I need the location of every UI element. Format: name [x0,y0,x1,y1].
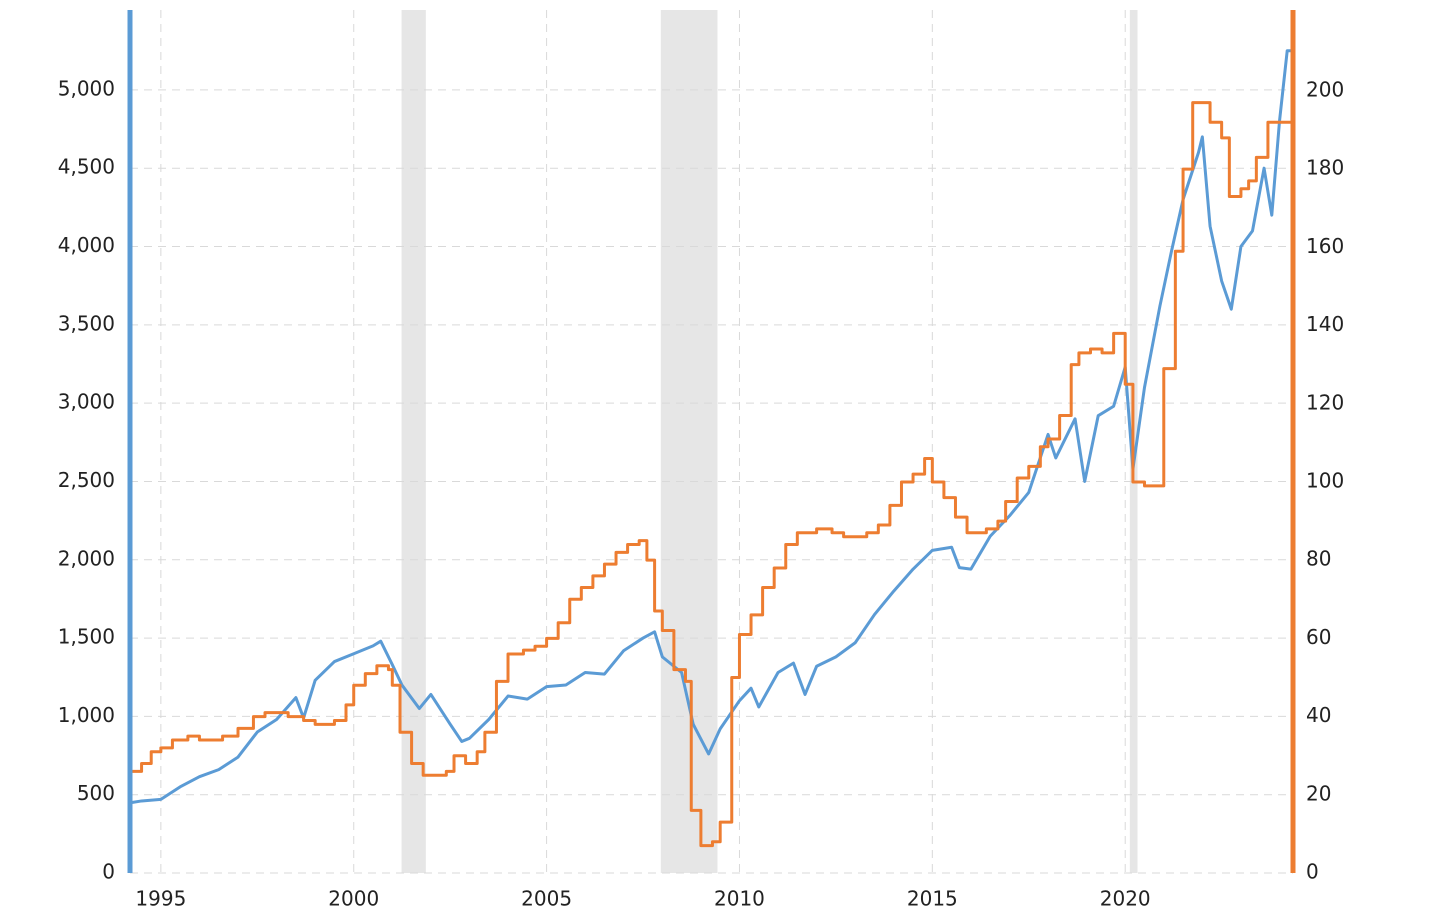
x-tick-label: 1995 [135,887,186,911]
y2-tick-label: 60 [1306,625,1331,649]
series-line [131,49,1292,804]
x-tick-label: 2005 [521,887,572,911]
y-tick-label: 3,500 [58,311,115,335]
y-tick-label: 1,500 [58,625,115,649]
y2-tick-label: 20 [1306,781,1331,805]
y2-tick-label: 40 [1306,703,1331,727]
y2-tick-label: 140 [1306,312,1344,336]
y-tick-label: 4,500 [58,155,115,179]
recession-band [660,10,718,873]
y2-tick-label: 100 [1306,468,1344,492]
y2-tick-label: 160 [1306,234,1344,258]
y-tick-label: 2,500 [58,468,115,492]
y2-tick-label: 200 [1306,77,1344,101]
y-tick-label: 5,000 [58,76,115,100]
y-tick-label: 0 [102,860,115,884]
x-tick-label: 2020 [1100,887,1151,911]
y-tick-label: 2,000 [58,546,115,570]
y-tick-label: 4,000 [58,233,115,257]
series-line [131,101,1292,848]
recession-band [401,10,426,873]
x-tick-label: 2010 [714,887,765,911]
x-tick-label: 2015 [907,887,958,911]
y-tick-label: 500 [77,781,115,805]
y2-tick-label: 120 [1306,390,1344,414]
y2-tick-label: 0 [1306,860,1319,884]
y-tick-label: 1,000 [58,703,115,727]
y-tick-label: 3,000 [58,390,115,414]
x-tick-label: 2000 [328,887,379,911]
y2-tick-label: 180 [1306,156,1344,180]
y2-tick-label: 80 [1306,547,1331,571]
